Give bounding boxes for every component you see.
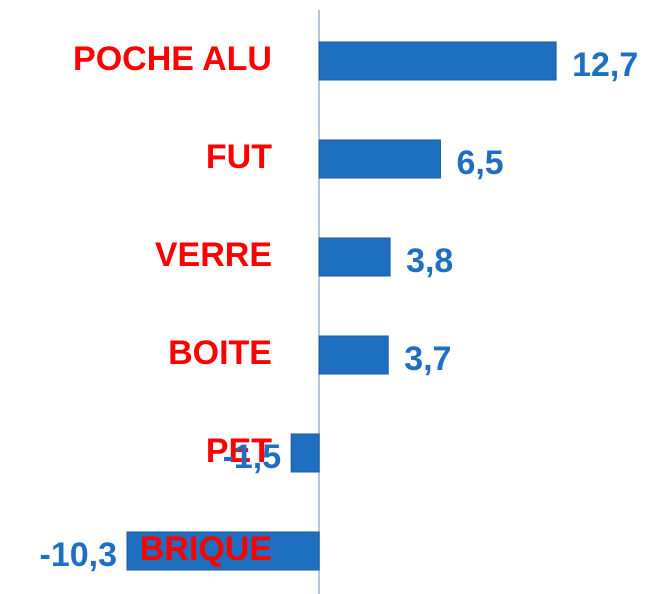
bar (126, 531, 320, 571)
value-label: 6,5 (456, 144, 503, 182)
bar (318, 41, 557, 81)
value-label: 3,8 (406, 242, 453, 280)
category-label: VERRE (155, 236, 272, 274)
value-label: 12,7 (572, 46, 638, 84)
bar (318, 237, 391, 277)
value-label: -10,3 (40, 536, 118, 574)
category-label: BOITE (168, 334, 272, 372)
value-label: 3,7 (404, 340, 451, 378)
value-label: -1,5 (223, 438, 282, 476)
bar (318, 335, 389, 375)
category-label: FUT (206, 138, 272, 176)
category-label: POCHE ALU (73, 40, 272, 78)
category-label: PET (206, 432, 272, 470)
bar (318, 139, 441, 179)
bar (290, 433, 320, 473)
category-label: BRIQUE (140, 530, 272, 568)
